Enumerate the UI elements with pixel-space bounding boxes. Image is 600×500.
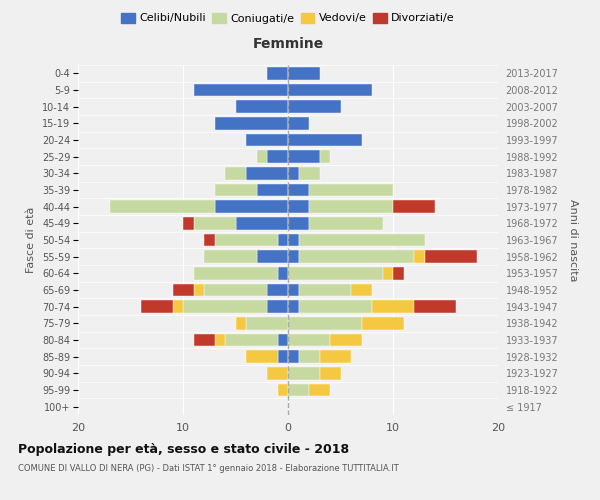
Bar (320, 150, 330, 163)
Bar (193, 217, 235, 230)
Bar (320, 367, 341, 380)
Bar (215, 334, 225, 346)
Bar (288, 350, 299, 363)
Bar (425, 250, 477, 263)
Bar (235, 317, 246, 330)
Bar (288, 317, 361, 330)
Bar (277, 267, 288, 280)
Text: COMUNE DI VALLO DI NERA (PG) - Dati ISTAT 1° gennaio 2018 - Elaborazione TUTTITA: COMUNE DI VALLO DI NERA (PG) - Dati ISTA… (18, 464, 399, 473)
Bar (267, 67, 288, 80)
Bar (299, 284, 351, 296)
Bar (299, 300, 372, 313)
Bar (299, 167, 320, 179)
Bar (288, 267, 383, 280)
Y-axis label: Anni di nascita: Anni di nascita (568, 198, 578, 281)
Bar (414, 250, 425, 263)
Bar (288, 300, 299, 313)
Bar (215, 184, 257, 196)
Bar (414, 300, 456, 313)
Bar (277, 234, 288, 246)
Bar (193, 334, 215, 346)
Bar (183, 217, 193, 230)
Bar (372, 300, 414, 313)
Bar (288, 150, 320, 163)
Bar (320, 350, 351, 363)
Bar (257, 150, 267, 163)
Bar (309, 184, 393, 196)
Bar (204, 250, 257, 263)
Bar (393, 200, 435, 213)
Bar (288, 100, 341, 113)
Bar (109, 200, 215, 213)
Bar (288, 167, 299, 179)
Bar (173, 300, 183, 313)
Text: Popolazione per età, sesso e stato civile - 2018: Popolazione per età, sesso e stato civil… (18, 442, 349, 456)
Bar (225, 334, 277, 346)
Bar (215, 200, 288, 213)
Bar (361, 317, 404, 330)
Bar (393, 267, 404, 280)
Bar (246, 317, 288, 330)
Bar (288, 367, 320, 380)
Bar (288, 200, 309, 213)
Legend: Celibi/Nubili, Coniugati/e, Vedovi/e, Divorziati/e: Celibi/Nubili, Coniugati/e, Vedovi/e, Di… (117, 8, 459, 28)
Bar (215, 117, 288, 130)
Bar (267, 150, 288, 163)
Bar (288, 334, 330, 346)
Bar (288, 134, 361, 146)
Bar (235, 100, 288, 113)
Bar (246, 350, 277, 363)
Bar (288, 184, 309, 196)
Bar (288, 117, 309, 130)
Y-axis label: Fasce di età: Fasce di età (26, 207, 37, 273)
Bar (193, 267, 277, 280)
Bar (299, 234, 425, 246)
Bar (277, 334, 288, 346)
Bar (309, 384, 330, 396)
Bar (288, 84, 372, 96)
Bar (309, 217, 383, 230)
Bar (309, 200, 393, 213)
Bar (288, 250, 299, 263)
Bar (246, 134, 288, 146)
Bar (204, 234, 215, 246)
Bar (288, 217, 309, 230)
Bar (288, 384, 309, 396)
Bar (383, 267, 393, 280)
Bar (330, 334, 361, 346)
Bar (299, 250, 414, 263)
Bar (225, 167, 246, 179)
Bar (267, 367, 288, 380)
Bar (267, 300, 288, 313)
Bar (193, 284, 204, 296)
Bar (204, 284, 267, 296)
Bar (141, 300, 173, 313)
Bar (288, 284, 299, 296)
Bar (173, 284, 193, 296)
Bar (277, 384, 288, 396)
Bar (246, 167, 288, 179)
Bar (257, 250, 288, 263)
Bar (183, 300, 267, 313)
Bar (193, 84, 288, 96)
Bar (257, 184, 288, 196)
Bar (288, 67, 320, 80)
Bar (235, 217, 288, 230)
Bar (277, 350, 288, 363)
Bar (351, 284, 372, 296)
Bar (215, 234, 277, 246)
Bar (299, 350, 320, 363)
Bar (288, 234, 299, 246)
Bar (267, 284, 288, 296)
Text: Femmine: Femmine (253, 37, 323, 51)
